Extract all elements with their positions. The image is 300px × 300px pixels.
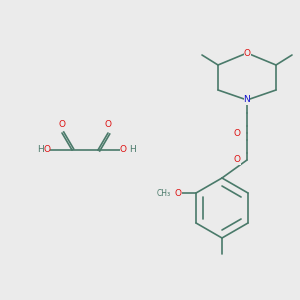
Text: N: N: [244, 95, 250, 104]
Text: CH₃: CH₃: [157, 188, 171, 197]
Text: O: O: [244, 49, 250, 58]
Text: H: H: [129, 146, 135, 154]
Text: O: O: [234, 128, 241, 137]
Text: O: O: [120, 146, 127, 154]
Text: H: H: [38, 146, 44, 154]
Text: O: O: [43, 146, 50, 154]
Text: O: O: [175, 188, 182, 197]
Text: O: O: [104, 120, 112, 129]
Text: O: O: [58, 120, 65, 129]
Text: O: O: [234, 155, 241, 164]
